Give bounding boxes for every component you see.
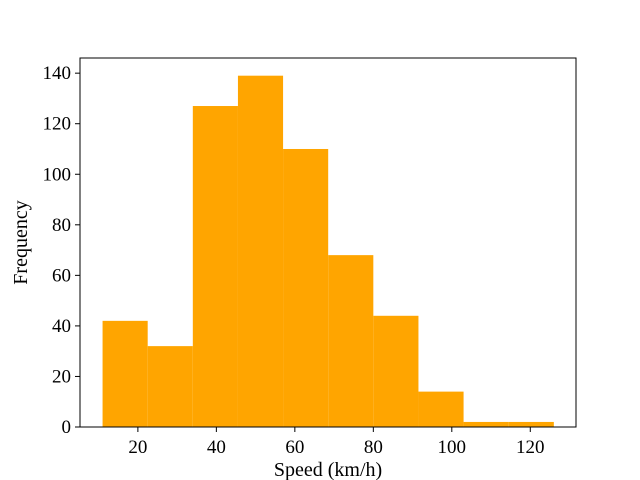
x-axis-label: Speed (km/h) [274, 459, 382, 480]
x-tick-label-5: 120 [516, 437, 545, 458]
x-tick-label-1: 40 [207, 437, 226, 458]
y-tick-label-1: 20 [52, 366, 71, 387]
y-tick-label-3: 60 [52, 265, 71, 286]
histogram-bar-4 [283, 148, 329, 427]
x-tick-label-0: 20 [128, 437, 147, 458]
histogram-bar-2 [192, 106, 238, 428]
x-axis-ticks: 20 40 60 80 100 120 [128, 427, 545, 458]
y-axis-label: Frequency [10, 200, 32, 284]
histogram-bar-7 [418, 391, 464, 427]
y-tick-label-7: 140 [43, 63, 72, 84]
histogram-bar-0 [102, 320, 148, 427]
y-tick-label-6: 120 [43, 114, 72, 135]
histogram-bar-6 [373, 315, 419, 427]
histogram-bar-9 [508, 421, 554, 427]
x-tick-label-2: 60 [285, 437, 304, 458]
y-tick-label-0: 0 [62, 417, 72, 438]
plot-frame [79, 57, 577, 428]
x-tick-label-3: 80 [364, 437, 383, 458]
histogram-bar-3 [237, 75, 284, 428]
y-tick-label-2: 40 [52, 316, 71, 337]
y-tick-label-5: 100 [43, 164, 72, 185]
y-axis-ticks: 0 20 40 60 80 100 120 140 [43, 63, 80, 438]
y-tick-label-4: 80 [52, 215, 71, 236]
histogram-bar-5 [328, 255, 374, 427]
x-tick-label-4: 100 [438, 437, 467, 458]
histogram-bar-8 [463, 421, 509, 427]
bars-group [102, 75, 554, 428]
histogram-bar-1 [147, 346, 193, 427]
